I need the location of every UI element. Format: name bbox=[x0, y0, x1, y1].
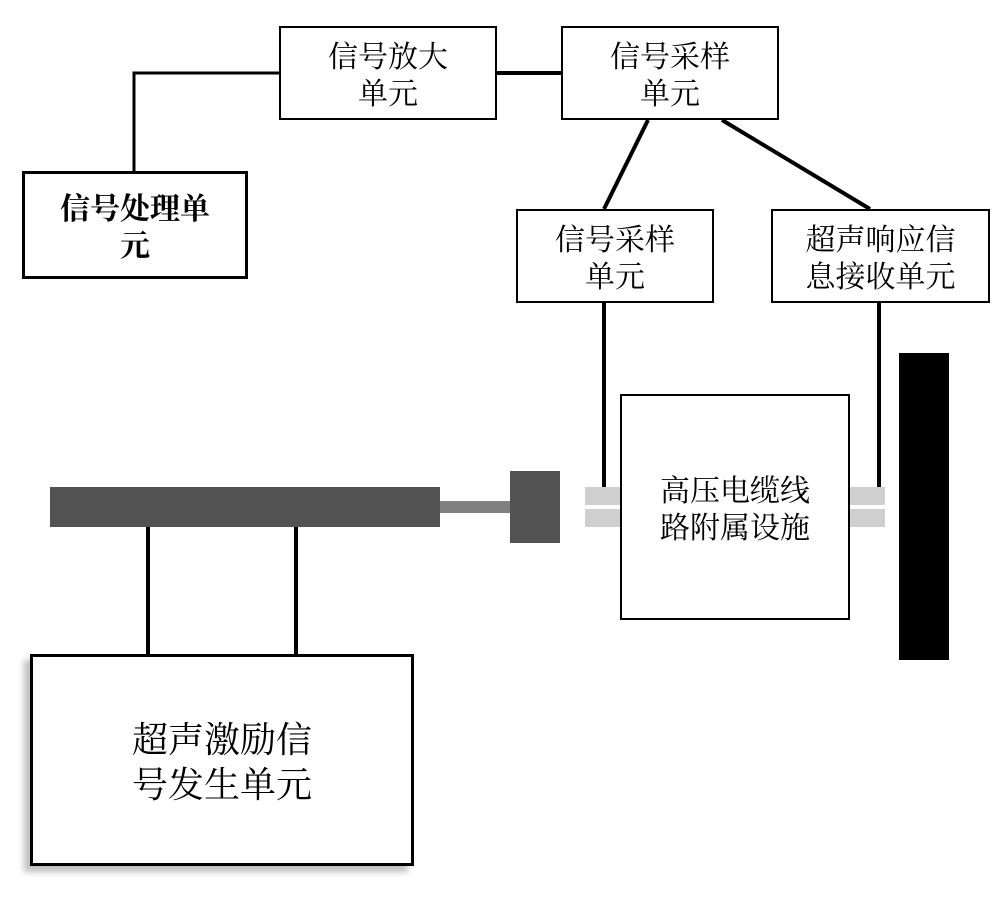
node-signal-amplifier: 信号放大 单元 bbox=[279, 26, 497, 120]
node-label-line: 信号处理单 bbox=[60, 188, 210, 226]
node-label-line: 息接收单元 bbox=[806, 256, 956, 294]
node-label-line: 信号放大 bbox=[328, 36, 448, 74]
node-ultrasonic-response-receiver: 超声响应信 息接收单元 bbox=[771, 209, 990, 303]
node-label-line: 路附属设施 bbox=[660, 507, 810, 545]
node-label-line: 单元 bbox=[555, 256, 675, 294]
node-label-line: 高压电缆线 bbox=[660, 470, 810, 508]
node-label-line: 超声响应信 bbox=[806, 219, 956, 257]
node-signal-processor: 信号处理单 元 bbox=[22, 171, 248, 279]
node-hv-cable-facility: 高压电缆线 路附属设施 bbox=[620, 394, 850, 620]
node-label-line: 号发生单元 bbox=[132, 760, 312, 805]
diagram-canvas: 信号放大 单元 信号采样 单元 信号处理单 元 信号采样 单元 超声响应信 息接… bbox=[0, 0, 1000, 904]
node-label-line: 信号采样 bbox=[610, 36, 730, 74]
node-label-line: 元 bbox=[60, 225, 210, 263]
node-label-line: 超声激励信 bbox=[132, 715, 312, 760]
node-signal-sampler-mid: 信号采样 单元 bbox=[516, 209, 714, 303]
node-label-line: 单元 bbox=[610, 73, 730, 111]
node-ultrasonic-excitation-generator: 超声激励信 号发生单元 bbox=[30, 654, 414, 866]
node-label-line: 信号采样 bbox=[555, 219, 675, 257]
node-signal-sampler-top: 信号采样 单元 bbox=[561, 26, 779, 120]
node-label-line: 单元 bbox=[328, 73, 448, 111]
